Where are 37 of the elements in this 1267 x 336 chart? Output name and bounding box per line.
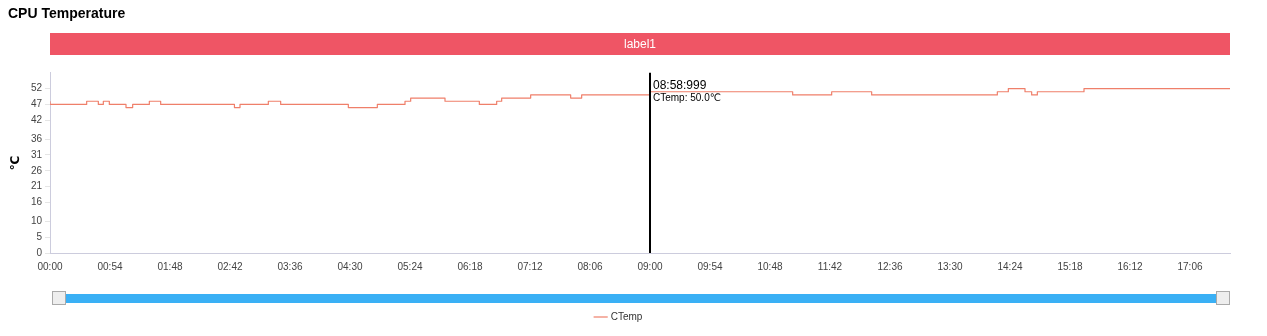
y-tick-label: 16 — [30, 196, 43, 208]
x-tick-label: 12:36 — [877, 260, 903, 272]
y-tick-label: 52 — [30, 82, 43, 94]
x-tick-label: 00:00 — [37, 260, 63, 272]
y-tick-label: 42 — [30, 113, 43, 125]
x-tick-label: 06:18 — [457, 260, 483, 272]
y-tick-label: 0 — [36, 246, 43, 258]
x-tick-label: 03:36 — [277, 260, 303, 272]
y-tick-label: 10 — [30, 215, 43, 227]
x-tick-label: 07:12 — [517, 260, 543, 272]
x-tick-label: 10:48 — [757, 260, 783, 272]
annotation: CTemp: 50.0℃ — [653, 91, 721, 103]
x-tick-label: 15:18 — [1057, 260, 1083, 272]
x-tick-label: 16:12 — [1117, 260, 1143, 272]
y-tick-label: 5 — [36, 230, 43, 242]
text: label1 — [50, 33, 1230, 55]
y-axis-title: ℃ — [7, 155, 22, 171]
x-tick-label: 14:24 — [997, 260, 1023, 272]
x-tick-label: 05:24 — [397, 260, 423, 272]
x-tick-label: 02:42 — [217, 260, 243, 272]
x-tick-label: 09:54 — [697, 260, 723, 272]
y-tick-label: 26 — [30, 164, 43, 176]
x-tick-label: 04:30 — [337, 260, 363, 272]
annotation: 08:58:999 — [653, 77, 707, 92]
y-tick-label: 47 — [30, 98, 43, 110]
y-tick-label: 31 — [30, 148, 43, 160]
x-tick-label: 17:06 — [1177, 260, 1203, 272]
legend-label: CTemp — [610, 310, 643, 322]
y-tick-label: 21 — [30, 180, 43, 192]
x-tick-label: 01:48 — [157, 260, 183, 272]
x-tick-label: 00:54 — [97, 260, 123, 272]
x-tick-label: 09:00 — [637, 260, 663, 272]
x-tick-label: 11:42 — [817, 260, 843, 272]
x-tick-label: 13:30 — [937, 260, 963, 272]
x-tick-label: 08:06 — [577, 260, 603, 272]
chart-title: CPU Temperature — [8, 5, 126, 22]
y-tick-label: 36 — [30, 132, 43, 144]
